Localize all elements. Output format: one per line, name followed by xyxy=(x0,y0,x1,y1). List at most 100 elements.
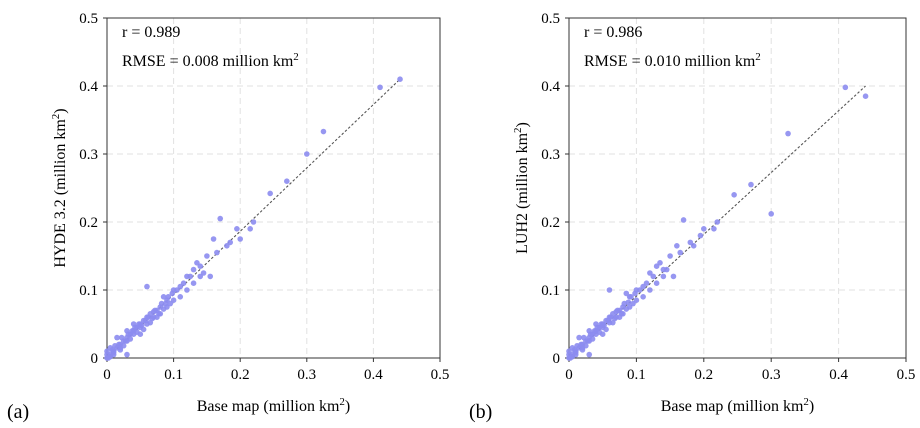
data-point xyxy=(623,290,630,297)
y-tick-label: 0.4 xyxy=(79,79,98,95)
y-tick-label: 0.3 xyxy=(541,147,560,163)
data-point xyxy=(687,239,694,246)
data-point xyxy=(578,341,584,348)
annotation-r: r = 0.989 xyxy=(122,24,180,41)
data-point xyxy=(785,130,791,137)
y-tick-label: 0.1 xyxy=(541,283,560,299)
data-point xyxy=(643,280,650,287)
fit-line xyxy=(568,85,866,359)
y-tick-label: 0.2 xyxy=(79,215,98,231)
data-point xyxy=(640,283,646,290)
y-tick-label: 0 xyxy=(91,351,99,367)
data-point xyxy=(572,351,579,358)
data-point xyxy=(124,351,130,358)
data-point xyxy=(105,355,112,361)
data-point xyxy=(625,299,632,306)
y-axis-label: HYDE 3.2 (million km2) xyxy=(50,108,69,267)
data-point xyxy=(567,355,574,361)
data-point xyxy=(217,215,224,222)
y-tick-label: 0.4 xyxy=(541,79,560,95)
data-point xyxy=(603,326,609,333)
data-point xyxy=(210,236,217,242)
data-point xyxy=(632,290,638,297)
data-point xyxy=(620,311,626,317)
data-point xyxy=(117,347,124,353)
data-point xyxy=(636,287,643,293)
data-point xyxy=(207,273,214,280)
data-point xyxy=(650,273,657,280)
data-point xyxy=(234,226,240,232)
data-point xyxy=(320,128,327,135)
data-point xyxy=(167,300,174,307)
y-tick-label: 0.2 xyxy=(541,215,560,231)
data-point xyxy=(714,219,721,225)
chart-panel-1: 0 0.1 0.2 0.3 0.4 0.5 0 0.1 0.2 0.3 0.4 0.5 r = 0.98… xyxy=(7,11,449,423)
x-tick-label: 0.5 xyxy=(431,367,450,383)
data-point xyxy=(674,243,680,249)
panel-label: (b) xyxy=(469,401,492,423)
data-point xyxy=(581,334,587,341)
data-point xyxy=(586,351,593,358)
data-point xyxy=(569,345,576,351)
x-tick-label: 0.2 xyxy=(694,367,713,383)
data-point xyxy=(701,226,707,232)
data-point xyxy=(576,334,582,341)
plot-frame xyxy=(106,17,441,359)
data-point xyxy=(110,351,117,358)
data-point xyxy=(680,217,687,223)
x-tick-label: 0.3 xyxy=(762,367,781,383)
data-point xyxy=(158,300,165,307)
y-tick-label: 0.3 xyxy=(79,147,98,163)
data-point xyxy=(214,249,220,256)
chart-panel-2: 0 0.1 0.2 0.3 0.4 0.5 0 0.1 0.2 0.3 0.4 0.5 r = 0.98… xyxy=(469,11,915,423)
data-point xyxy=(122,338,129,344)
data-point xyxy=(250,219,257,225)
data-point xyxy=(647,270,653,276)
data-point xyxy=(589,336,596,342)
data-point xyxy=(160,294,167,300)
x-tick-label: 0.2 xyxy=(231,367,250,383)
y-tick-label: 0.1 xyxy=(79,283,98,299)
panel-label: (a) xyxy=(7,401,29,423)
data-point xyxy=(690,243,697,249)
data-point xyxy=(190,280,197,287)
annotation-rmse: RMSE = 0.010 million km2 xyxy=(584,51,761,70)
data-point xyxy=(593,321,599,327)
data-point xyxy=(640,294,646,300)
data-point xyxy=(197,273,204,280)
annotation-rmse: RMSE = 0.008 million km2 xyxy=(122,51,299,70)
data-point xyxy=(711,226,717,232)
data-point xyxy=(667,253,673,259)
data-point xyxy=(169,290,176,297)
data-point xyxy=(628,294,634,300)
data-point xyxy=(657,260,663,266)
data-point xyxy=(397,76,403,82)
data-point xyxy=(647,287,653,293)
x-axis-label: Base map (million km2) xyxy=(197,396,350,415)
data-point xyxy=(160,306,167,312)
data-point xyxy=(579,347,586,353)
data-point xyxy=(114,334,120,341)
data-point xyxy=(116,341,122,348)
data-point xyxy=(596,329,603,335)
data-point xyxy=(154,314,160,321)
data-point xyxy=(768,211,774,217)
data-point xyxy=(677,249,684,256)
data-point xyxy=(304,151,310,157)
data-point xyxy=(653,280,660,287)
data-point xyxy=(623,306,630,312)
data-point xyxy=(165,294,172,300)
data-point xyxy=(377,84,383,91)
data-point xyxy=(152,307,158,314)
data-point xyxy=(127,336,134,342)
data-point xyxy=(610,319,616,326)
data-point xyxy=(194,260,200,266)
data-point xyxy=(697,232,704,239)
x-axis-label: Base map (million km2) xyxy=(661,396,814,415)
data-point xyxy=(633,297,640,304)
data-point xyxy=(748,181,754,188)
data-point xyxy=(130,321,137,327)
data-point xyxy=(177,294,184,300)
data-point xyxy=(606,287,613,293)
